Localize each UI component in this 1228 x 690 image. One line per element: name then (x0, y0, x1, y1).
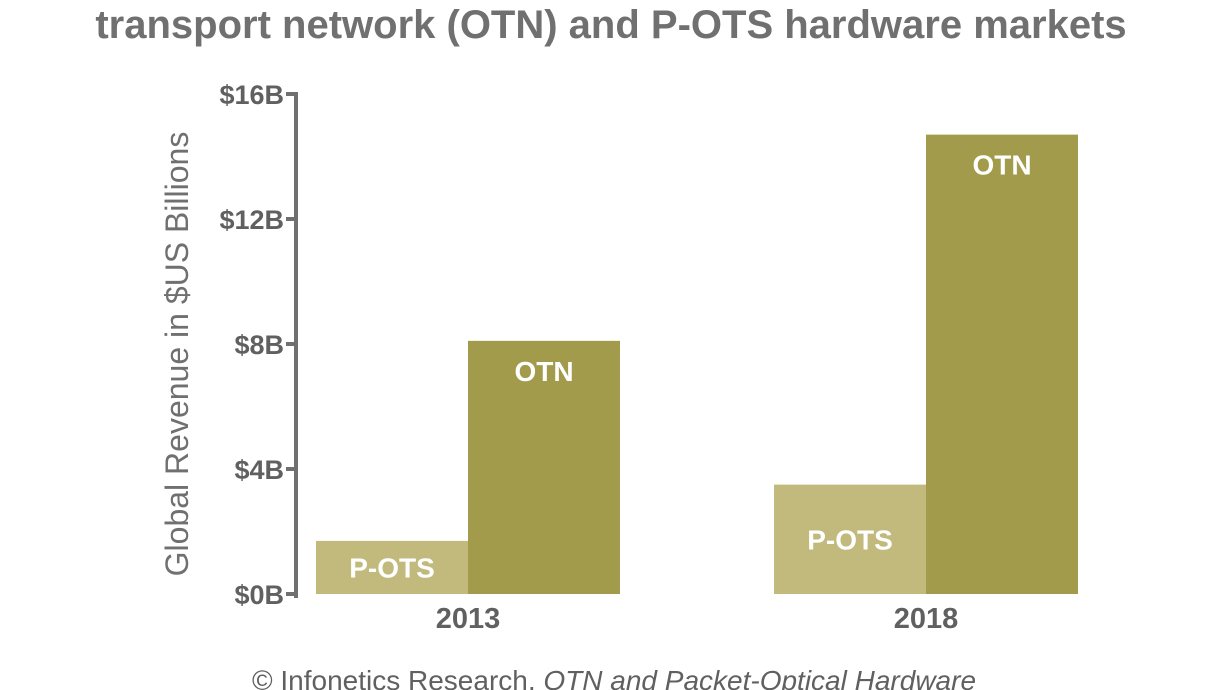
bars-layer (316, 134, 1078, 594)
x-category-label: 2018 (894, 603, 959, 635)
bar-p-ots-2018 (774, 484, 926, 594)
source-prefix: © Infonetics Research, (252, 665, 543, 690)
source-title: OTN and Packet-Optical Hardware (543, 665, 976, 690)
bar-otn-2013 (468, 340, 620, 594)
bar-p-ots-2013 (316, 540, 468, 594)
x-category-label: 2013 (436, 603, 501, 635)
bar-data-label: P-OTS (349, 552, 435, 583)
source-credit: © Infonetics Research, OTN and Packet-Op… (252, 665, 976, 690)
bar-data-label: OTN (972, 150, 1031, 181)
y-tick-label: $8B (234, 330, 284, 360)
bar-labels-layer: P-OTS OTN P-OTS OTN (349, 150, 1031, 584)
y-tick-label: $0B (234, 580, 284, 610)
x-categories: 2013 2018 (436, 603, 959, 635)
y-axis-label: Global Revenue in $US Billions (159, 132, 195, 577)
y-tick-label: $16B (219, 80, 284, 110)
bar-data-label: OTN (514, 356, 573, 387)
chart-title: transport network (OTN) and P-OTS hardwa… (95, 3, 1126, 47)
y-tick-label: $12B (219, 205, 284, 235)
bar-data-label: P-OTS (807, 524, 893, 555)
y-tick-label: $4B (234, 455, 284, 485)
y-ticks: $0B $4B $8B $12B $16B (219, 80, 296, 610)
bar-otn-2018 (926, 134, 1078, 594)
